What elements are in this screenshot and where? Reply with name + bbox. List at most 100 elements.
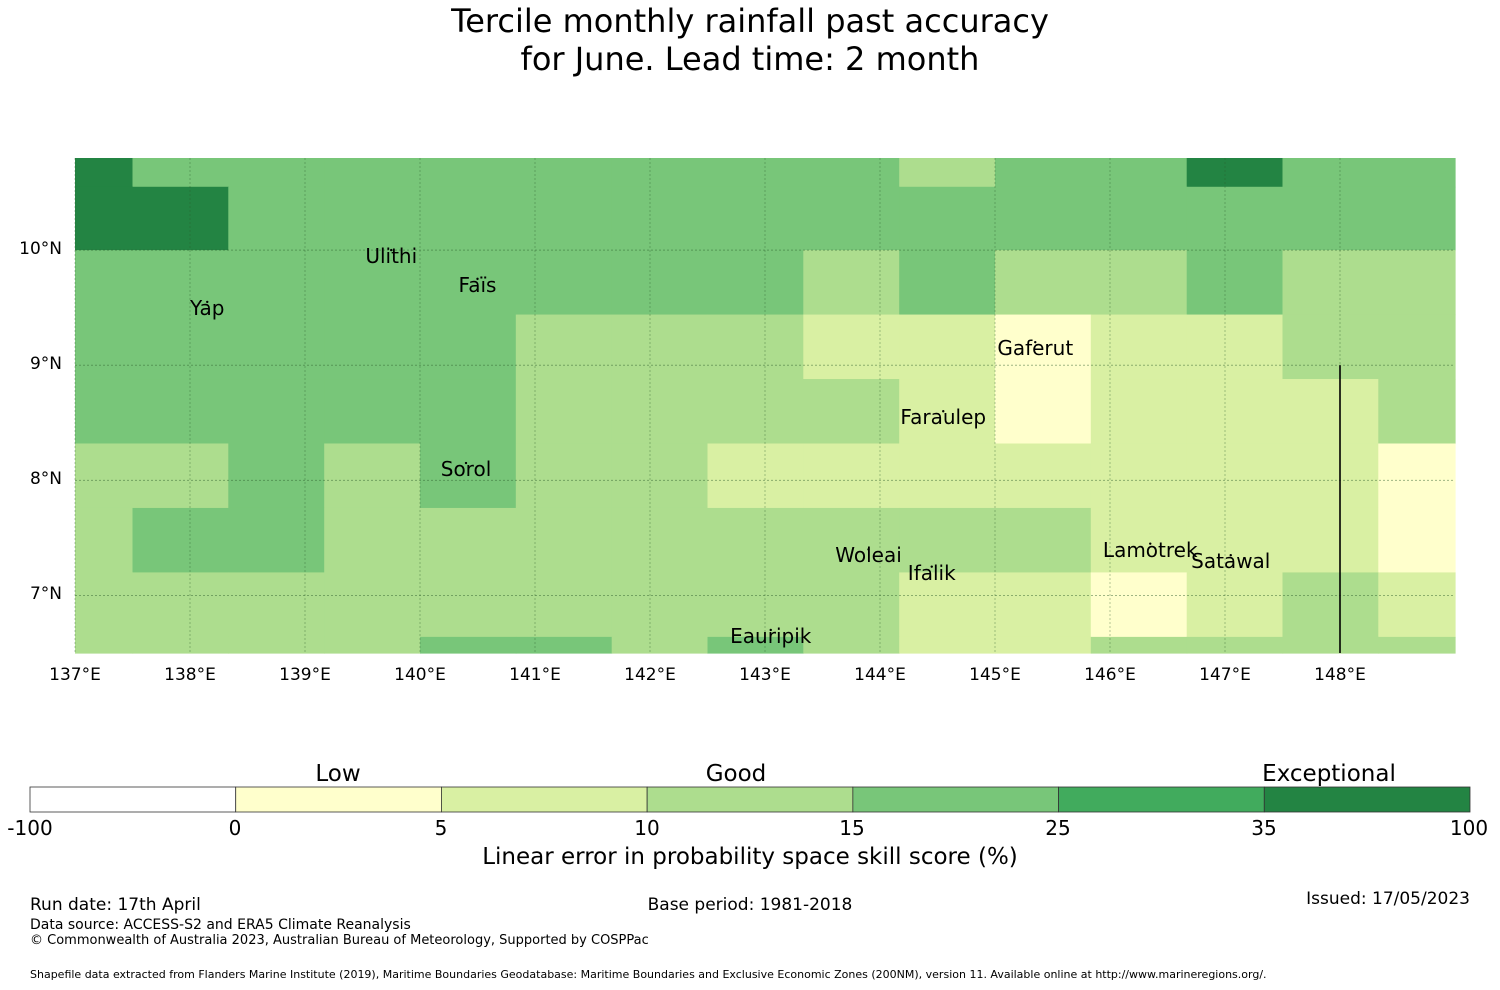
lat-tick-label: 10°N — [19, 239, 62, 260]
skill-cell — [707, 636, 804, 654]
island-marker — [1149, 542, 1152, 545]
skill-cell — [707, 158, 804, 188]
copyright: © Commonwealth of Australia 2023, Austra… — [30, 933, 649, 948]
lat-tick-label: 8°N — [29, 469, 62, 490]
skill-cell — [228, 572, 325, 638]
skill-cell — [899, 572, 996, 638]
colorbar-swatch — [235, 786, 442, 813]
skill-cell — [324, 379, 421, 445]
skill-cell — [132, 636, 229, 654]
skill-cell — [803, 158, 900, 188]
skill-cell — [899, 379, 996, 445]
lon-tick-label: 143°E — [739, 665, 791, 685]
run-date: Run date: 17th April — [30, 895, 201, 915]
lon-tick-label: 148°E — [1314, 665, 1366, 685]
skill-cell — [228, 443, 325, 509]
skill-cell — [611, 186, 709, 251]
skill-cell — [803, 314, 900, 380]
colorbar-tick: 5 — [434, 816, 448, 840]
lat-tick-label: 9°N — [29, 354, 62, 375]
island-label: Eauripik — [730, 623, 812, 648]
skill-cell — [324, 572, 421, 638]
skill-cell — [420, 314, 517, 380]
skill-cell — [899, 507, 996, 574]
colorbar-label-low: Low — [315, 761, 361, 787]
skill-cell — [324, 250, 421, 316]
skill-cell — [1378, 507, 1456, 574]
skill-cell — [1186, 443, 1284, 509]
colorbar-label-exceptional: Exceptional — [1262, 761, 1396, 787]
skill-cell — [420, 158, 517, 188]
island-label: Faïs — [458, 272, 497, 297]
colorbar-label-good: Good — [705, 761, 767, 787]
lon-tick-label: 140°E — [394, 665, 446, 685]
skill-cell — [1186, 572, 1284, 638]
skill-cell — [1378, 443, 1456, 509]
skill-cell — [1282, 443, 1379, 509]
island-marker — [942, 410, 945, 413]
skill-cell — [1090, 379, 1188, 445]
skill-cell — [1378, 314, 1456, 380]
skill-cell — [1186, 636, 1284, 654]
skill-cell — [899, 186, 996, 251]
issued-date: Issued: 17/05/2023 — [1306, 889, 1470, 909]
colorbar-tick: 35 — [1251, 816, 1277, 840]
title-line-1: Tercile monthly rainfall past accuracy — [451, 2, 1049, 40]
skill-cell — [1282, 572, 1379, 638]
skill-cell — [228, 186, 325, 251]
skill-cell — [707, 507, 804, 574]
skill-cell — [75, 507, 134, 574]
skill-cell — [132, 507, 229, 574]
lat-tick-label: 7°N — [29, 584, 62, 605]
skill-cell — [1090, 636, 1188, 654]
lon-tick-label: 147°E — [1199, 665, 1251, 685]
skill-cell — [1090, 507, 1188, 574]
skill-cell — [611, 379, 709, 445]
lon-tick-label: 145°E — [969, 665, 1021, 685]
skill-cell — [515, 379, 613, 445]
skill-cell — [1186, 186, 1284, 251]
skill-cell — [1282, 314, 1379, 380]
lon-tick-label: 146°E — [1084, 665, 1136, 685]
skill-cell — [515, 250, 613, 316]
skill-cell — [1186, 314, 1284, 380]
lon-tick-label: 139°E — [279, 665, 331, 685]
skill-cell — [1090, 443, 1188, 509]
skill-cell — [1090, 250, 1188, 316]
island-marker — [476, 277, 479, 281]
island-marker — [206, 300, 209, 304]
skill-cell — [228, 636, 325, 654]
skill-cell — [899, 443, 996, 509]
skill-cell — [611, 158, 709, 188]
island-label: Faraulep — [900, 405, 987, 430]
skill-cell — [228, 507, 325, 574]
skill-cell — [515, 443, 613, 509]
skill-cell — [995, 443, 1092, 509]
skill-cell — [803, 186, 900, 251]
lon-tick-label: 138°E — [164, 665, 216, 685]
island-label: Ulithi — [365, 244, 418, 269]
island-label: Yap — [190, 295, 225, 320]
skill-cell — [1186, 379, 1284, 445]
skill-cell — [995, 379, 1092, 445]
skill-cell — [132, 572, 229, 638]
skill-cell — [899, 314, 996, 380]
skill-cell — [995, 158, 1092, 188]
skill-cell — [611, 572, 709, 638]
skill-cell — [1378, 572, 1456, 638]
skill-cell — [707, 379, 804, 445]
skill-cell — [899, 636, 996, 654]
skill-cell — [515, 186, 613, 251]
skill-cell — [324, 314, 421, 380]
island-label: Ifalik — [907, 560, 956, 585]
colorbar-tick: -100 — [7, 816, 53, 840]
skill-cell — [803, 379, 900, 445]
island-label: Satawal — [1191, 549, 1271, 574]
skill-cell — [132, 379, 229, 445]
skill-cell — [995, 186, 1092, 251]
skill-cell — [1378, 379, 1456, 445]
skill-cell — [803, 507, 900, 574]
skill-cell — [420, 572, 517, 638]
island-label: Gaferut — [997, 336, 1074, 361]
skill-cell — [420, 636, 517, 654]
